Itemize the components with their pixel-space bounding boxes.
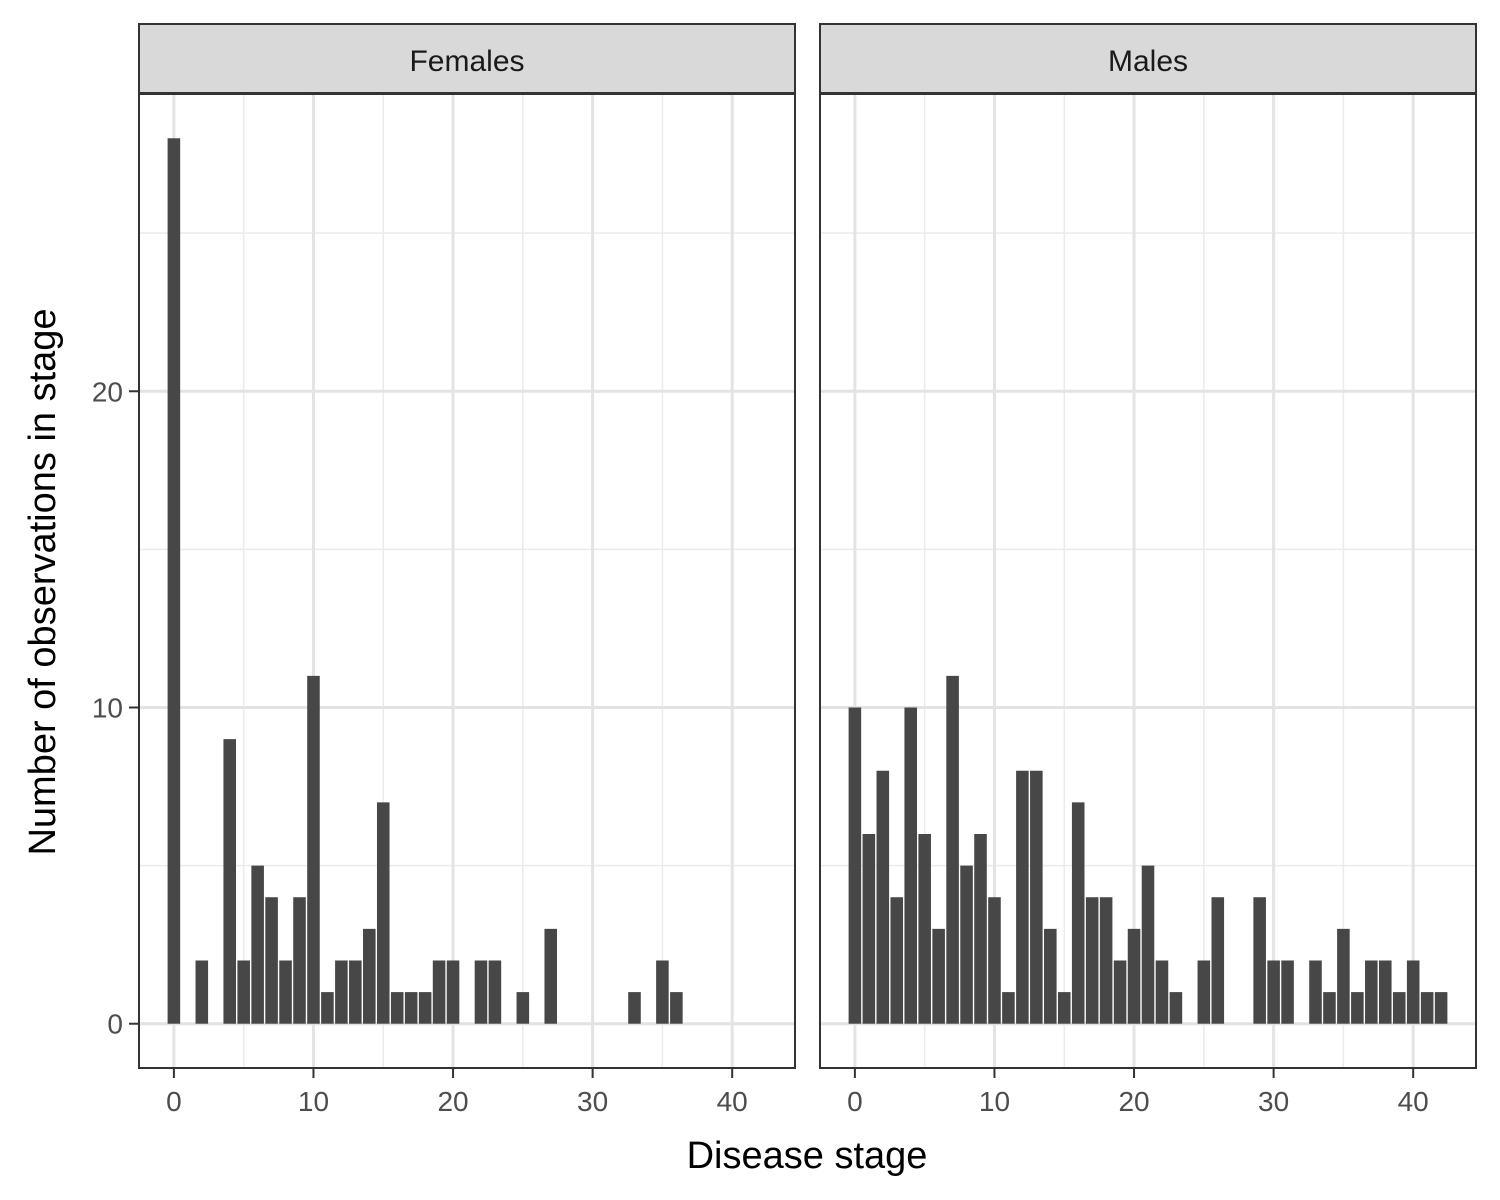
facet-strip (138, 23, 796, 94)
bar (1099, 897, 1113, 1024)
bar (960, 865, 973, 1024)
panel-females: Females 0 10 20 30 40 0 10 20 (92, 23, 796, 1117)
bar (251, 865, 264, 1024)
bar (670, 992, 683, 1024)
bar (223, 739, 236, 1024)
x-tick-label: 0 (847, 1086, 863, 1117)
bar (1113, 960, 1127, 1024)
bar (349, 960, 362, 1024)
bar (376, 802, 390, 1024)
bar (1016, 770, 1029, 1024)
bar (363, 928, 376, 1024)
bar (1197, 960, 1211, 1024)
bar (1030, 770, 1043, 1024)
facet-strip-label: Females (409, 45, 524, 78)
bar (321, 992, 334, 1024)
bar (1267, 960, 1280, 1024)
x-tick-label: 0 (166, 1086, 182, 1117)
bar (488, 960, 502, 1024)
bar (404, 992, 418, 1024)
bar (1323, 992, 1336, 1024)
bar (335, 960, 348, 1024)
bar (544, 928, 558, 1024)
x-tick-label: 40 (717, 1086, 748, 1117)
bar (876, 770, 890, 1024)
x-tick-label: 30 (577, 1086, 608, 1117)
bar (1127, 928, 1141, 1024)
bar (1044, 928, 1057, 1024)
bar (628, 992, 641, 1024)
bar (1141, 865, 1155, 1024)
bar (390, 992, 404, 1024)
bar (1057, 992, 1071, 1024)
bar (862, 833, 876, 1024)
facet-strip-label: Males (1108, 45, 1188, 78)
bar (1309, 960, 1322, 1024)
bar (293, 897, 306, 1024)
bar (1071, 802, 1085, 1024)
bar (446, 960, 460, 1024)
bar (1085, 897, 1099, 1024)
bar (1392, 992, 1406, 1024)
bar (1281, 960, 1294, 1024)
bar (265, 897, 278, 1024)
bar (988, 897, 1001, 1024)
y-tick-label: 0 (107, 1009, 123, 1040)
bar (474, 960, 488, 1024)
bar (1406, 960, 1420, 1024)
x-tick-label: 20 (1118, 1086, 1149, 1117)
x-axis-label: Disease stage (687, 1135, 928, 1177)
y-axis-label: Number of observations in stage (22, 308, 64, 855)
bar (1379, 960, 1392, 1024)
bar (1169, 992, 1183, 1024)
y-tick-label: 10 (92, 692, 123, 723)
facet-strip (819, 23, 1477, 94)
bar (1253, 897, 1266, 1024)
bar (418, 992, 432, 1024)
bar (848, 707, 862, 1024)
panel-background (139, 94, 795, 1068)
bar (1155, 960, 1169, 1024)
bar (932, 928, 945, 1024)
bar (237, 960, 250, 1024)
panel-males: Males 0 10 20 30 40 (819, 23, 1477, 1117)
bar (1211, 897, 1225, 1024)
x-tick-label: 20 (437, 1086, 468, 1117)
bar (1337, 928, 1350, 1024)
bar (890, 897, 904, 1024)
bar (974, 833, 987, 1024)
bar (1434, 992, 1448, 1024)
bar (1420, 992, 1434, 1024)
bar (1002, 992, 1015, 1024)
x-tick-label: 40 (1398, 1086, 1429, 1117)
x-tick-label: 10 (979, 1086, 1010, 1117)
bar (516, 992, 530, 1024)
bar (432, 960, 446, 1024)
bar (195, 960, 209, 1024)
bar (167, 138, 181, 1024)
bar (904, 707, 917, 1024)
bar (1365, 960, 1378, 1024)
bar (918, 833, 931, 1024)
bar (279, 960, 292, 1024)
bar (946, 675, 959, 1024)
x-tick-label: 10 (298, 1086, 329, 1117)
bar (1351, 992, 1364, 1024)
bar (656, 960, 669, 1024)
x-tick-label: 30 (1258, 1086, 1289, 1117)
bar (307, 675, 320, 1024)
panels-layer: Females 0 10 20 30 40 0 10 20 Males 0 10 20 30 40 (92, 23, 1477, 1117)
y-tick-label: 20 (92, 376, 123, 407)
